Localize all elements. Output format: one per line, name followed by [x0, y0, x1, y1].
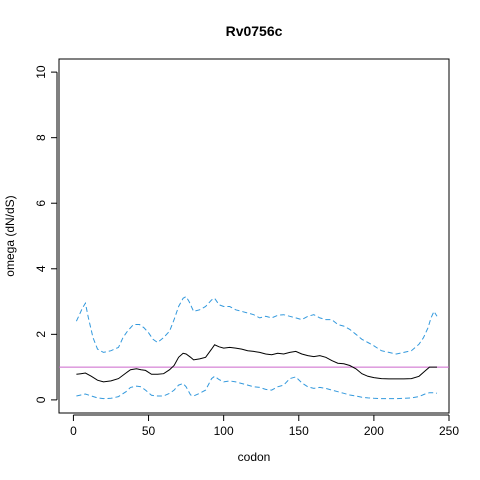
y-axis-label: omega (dN/dS): [3, 195, 17, 276]
x-axis-label: codon: [238, 450, 271, 464]
series-layer: [75, 295, 438, 400]
y-tick-label: 2: [34, 331, 48, 338]
x-tick-label: 100: [214, 424, 234, 438]
lower-bound-series-line: [76, 375, 438, 400]
x-tick-label: 50: [142, 424, 156, 438]
x-tick-label: 250: [439, 424, 459, 438]
plot-frame: [58, 58, 450, 414]
x-tick-label: 200: [364, 424, 384, 438]
upper-bound-series-line: [75, 295, 438, 355]
x-tick-label: 0: [70, 424, 77, 438]
y-tick-label: 10: [34, 65, 48, 79]
y-tick-label: 8: [34, 134, 48, 141]
y-tick-label: 0: [34, 396, 48, 403]
y-axis: 0 2 4 6 8 10: [34, 65, 58, 403]
x-tick-label: 150: [289, 424, 309, 438]
x-axis: 0 50 100 150 200 250: [70, 414, 459, 438]
y-tick-label: 6: [34, 200, 48, 207]
y-tick-label: 4: [34, 265, 48, 272]
chart-title: Rv0756c: [226, 23, 283, 39]
estimate-series-line: [76, 344, 437, 383]
